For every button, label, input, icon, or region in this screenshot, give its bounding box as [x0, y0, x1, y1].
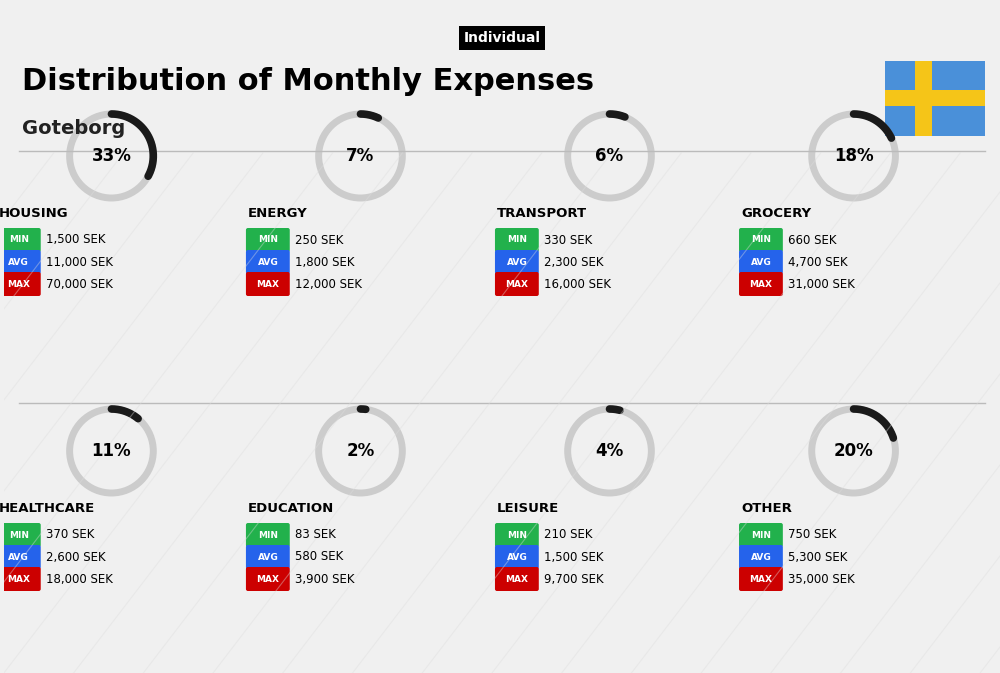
- FancyBboxPatch shape: [739, 250, 783, 274]
- Text: AVG: AVG: [751, 553, 771, 561]
- Text: GROCERY: GROCERY: [741, 207, 811, 219]
- FancyBboxPatch shape: [915, 61, 932, 135]
- Text: 210 SEK: 210 SEK: [544, 528, 592, 542]
- Text: 1,800 SEK: 1,800 SEK: [295, 256, 354, 269]
- Text: MAX: MAX: [7, 279, 30, 289]
- FancyBboxPatch shape: [246, 567, 290, 591]
- Text: Individual: Individual: [463, 31, 540, 45]
- Text: Distribution of Monthly Expenses: Distribution of Monthly Expenses: [22, 67, 594, 96]
- Text: 4,700 SEK: 4,700 SEK: [788, 256, 847, 269]
- Text: 7%: 7%: [346, 147, 375, 165]
- Text: MIN: MIN: [258, 236, 278, 244]
- FancyBboxPatch shape: [495, 250, 539, 274]
- Text: 370 SEK: 370 SEK: [46, 528, 94, 542]
- Text: HOUSING: HOUSING: [0, 207, 69, 219]
- FancyBboxPatch shape: [246, 272, 290, 296]
- FancyBboxPatch shape: [739, 567, 783, 591]
- FancyBboxPatch shape: [739, 523, 783, 547]
- FancyBboxPatch shape: [0, 272, 41, 296]
- Text: TRANSPORT: TRANSPORT: [497, 207, 587, 219]
- Text: AVG: AVG: [507, 258, 527, 267]
- Text: MIN: MIN: [9, 530, 29, 540]
- Text: AVG: AVG: [507, 553, 527, 561]
- Text: AVG: AVG: [8, 258, 29, 267]
- Text: LEISURE: LEISURE: [497, 501, 559, 514]
- FancyBboxPatch shape: [0, 228, 41, 252]
- Text: Goteborg: Goteborg: [22, 118, 125, 137]
- Text: 18,000 SEK: 18,000 SEK: [46, 573, 113, 586]
- Text: 4%: 4%: [595, 442, 624, 460]
- FancyBboxPatch shape: [0, 567, 41, 591]
- FancyBboxPatch shape: [495, 228, 539, 252]
- Text: 660 SEK: 660 SEK: [788, 234, 836, 246]
- Text: 250 SEK: 250 SEK: [295, 234, 343, 246]
- Text: 1,500 SEK: 1,500 SEK: [544, 551, 603, 563]
- FancyBboxPatch shape: [495, 523, 539, 547]
- Text: 20%: 20%: [834, 442, 873, 460]
- Text: MAX: MAX: [505, 575, 528, 583]
- FancyBboxPatch shape: [246, 545, 290, 569]
- FancyBboxPatch shape: [246, 523, 290, 547]
- Text: 2,300 SEK: 2,300 SEK: [544, 256, 603, 269]
- FancyBboxPatch shape: [885, 90, 985, 106]
- Text: 12,000 SEK: 12,000 SEK: [295, 277, 362, 291]
- Text: 750 SEK: 750 SEK: [788, 528, 836, 542]
- Text: 18%: 18%: [834, 147, 873, 165]
- FancyBboxPatch shape: [0, 523, 41, 547]
- Text: 2%: 2%: [346, 442, 375, 460]
- FancyBboxPatch shape: [246, 250, 290, 274]
- Text: MAX: MAX: [749, 575, 772, 583]
- Text: ENERGY: ENERGY: [248, 207, 308, 219]
- FancyBboxPatch shape: [0, 545, 41, 569]
- FancyBboxPatch shape: [0, 250, 41, 274]
- Text: MIN: MIN: [507, 530, 527, 540]
- FancyBboxPatch shape: [495, 272, 539, 296]
- FancyBboxPatch shape: [495, 545, 539, 569]
- Text: 35,000 SEK: 35,000 SEK: [788, 573, 855, 586]
- Text: AVG: AVG: [8, 553, 29, 561]
- FancyBboxPatch shape: [739, 545, 783, 569]
- FancyBboxPatch shape: [885, 61, 985, 135]
- Text: MAX: MAX: [749, 279, 772, 289]
- Text: OTHER: OTHER: [741, 501, 792, 514]
- Text: MIN: MIN: [507, 236, 527, 244]
- Text: 70,000 SEK: 70,000 SEK: [46, 277, 113, 291]
- Text: 580 SEK: 580 SEK: [295, 551, 343, 563]
- FancyBboxPatch shape: [739, 228, 783, 252]
- Text: 9,700 SEK: 9,700 SEK: [544, 573, 603, 586]
- Text: 11%: 11%: [92, 442, 131, 460]
- FancyBboxPatch shape: [495, 567, 539, 591]
- Text: 6%: 6%: [595, 147, 624, 165]
- Text: EDUCATION: EDUCATION: [248, 501, 334, 514]
- Text: 31,000 SEK: 31,000 SEK: [788, 277, 855, 291]
- Text: 1,500 SEK: 1,500 SEK: [46, 234, 105, 246]
- Text: AVG: AVG: [257, 553, 278, 561]
- Text: MAX: MAX: [505, 279, 528, 289]
- Text: MIN: MIN: [258, 530, 278, 540]
- Text: 11,000 SEK: 11,000 SEK: [46, 256, 113, 269]
- Text: MIN: MIN: [751, 530, 771, 540]
- Text: HEALTHCARE: HEALTHCARE: [0, 501, 95, 514]
- Text: 33%: 33%: [92, 147, 131, 165]
- Text: 5,300 SEK: 5,300 SEK: [788, 551, 847, 563]
- FancyBboxPatch shape: [739, 272, 783, 296]
- Text: 16,000 SEK: 16,000 SEK: [544, 277, 611, 291]
- Text: 2,600 SEK: 2,600 SEK: [46, 551, 105, 563]
- Text: MAX: MAX: [7, 575, 30, 583]
- Text: 330 SEK: 330 SEK: [544, 234, 592, 246]
- FancyBboxPatch shape: [246, 228, 290, 252]
- Text: 3,900 SEK: 3,900 SEK: [295, 573, 354, 586]
- Text: MIN: MIN: [9, 236, 29, 244]
- Text: AVG: AVG: [751, 258, 771, 267]
- Text: MAX: MAX: [256, 575, 279, 583]
- Text: 83 SEK: 83 SEK: [295, 528, 336, 542]
- Text: MIN: MIN: [751, 236, 771, 244]
- Text: AVG: AVG: [257, 258, 278, 267]
- Text: MAX: MAX: [256, 279, 279, 289]
